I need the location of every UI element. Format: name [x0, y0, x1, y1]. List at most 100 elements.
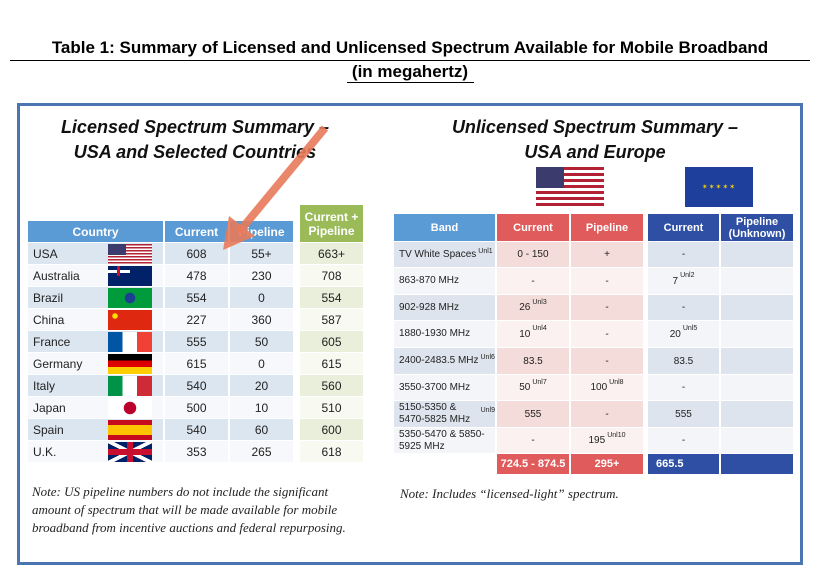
current-value-text: 478 [186, 268, 207, 283]
us-current-value: 83.5 [497, 348, 569, 374]
total-value-text: 600 [321, 422, 342, 437]
header-eu-current: Current [648, 214, 719, 241]
fr-flag-icon [108, 332, 152, 352]
header-eu-pipeline-text: Pipeline (Unknown) [728, 215, 786, 240]
us-current-value-text: 26 [519, 302, 531, 313]
pipeline-value: 230 [230, 265, 293, 286]
pipeline-value: 0 [230, 287, 293, 308]
current-value-text: 615 [186, 356, 207, 371]
total-value: 587 [300, 309, 363, 330]
page-title: Table 1: Summary of Licensed and Unlicen… [51, 38, 769, 57]
eu-pipeline-value [721, 321, 793, 347]
title-underline [10, 60, 810, 61]
eu-current-value: - [648, 428, 719, 453]
band-name: TV White Spaces Unl1 [394, 242, 495, 267]
us-pipeline-value: 195 Unl10 [571, 428, 643, 453]
unlicensed-title-line1: Unlicensed Spectrum Summary – [451, 117, 739, 137]
pipeline-value: 50 [230, 331, 293, 352]
footnote-ref: Unl10 [607, 432, 626, 439]
pipeline-value-text: 55+ [251, 246, 272, 261]
band-name: 5150-5350 & 5470-5825 MHz Unl9 [394, 401, 495, 427]
current-value-text: 554 [186, 290, 207, 305]
pipeline-value-text: 0 [258, 356, 265, 371]
eu-current-value-text: 20 [669, 328, 681, 340]
total-value-text: 510 [321, 400, 342, 415]
us-current-value: - [497, 268, 569, 294]
us-pipeline-total: 295+ [571, 454, 643, 474]
pipeline-value-text: 360 [251, 312, 272, 327]
licensed-title: Licensed Spectrum Summary – USA and Selec… [40, 115, 350, 165]
us-flag-icon [108, 244, 152, 264]
us-pipeline-value: - [571, 321, 643, 347]
total-value-text: 587 [321, 312, 342, 327]
us-current-value: - [497, 428, 569, 453]
header-current: Current [165, 221, 228, 242]
band-name-text: 3550-3700 MHz [399, 381, 471, 393]
us-current-value: 555 [497, 401, 569, 427]
current-value: 500 [165, 397, 228, 418]
eu-pipeline-value [721, 242, 793, 267]
header-eu-current-text: Current [663, 221, 704, 234]
total-value: 708 [300, 265, 363, 286]
page-subtitle: (in megahertz) [351, 62, 469, 81]
unlicensed-title-line2: USA and Europe [524, 142, 666, 162]
country-name-text: U.K. [33, 444, 57, 459]
total-value: 663+ [300, 243, 363, 264]
eu-current-value: - [648, 242, 719, 267]
eu-current-value: 7 Unl2 [648, 268, 719, 294]
br-flag-icon [108, 288, 152, 308]
header-current-text: Current [174, 224, 219, 239]
footnote-ref: Unl5 [682, 325, 698, 332]
header-country-text: Country [72, 224, 119, 239]
pipeline-value: 60 [230, 419, 293, 440]
current-value-text: 353 [186, 444, 207, 459]
eu-current-value: - [648, 295, 719, 320]
us-current-total-text: 724.5 - 874.5 [500, 458, 566, 470]
band-name: 5350-5470 & 5850-5925 MHz [394, 428, 495, 453]
pipeline-value-text: 60 [254, 422, 269, 437]
pipeline-value-text: 10 [254, 400, 269, 415]
current-value: 555 [165, 331, 228, 352]
total-value-text: 605 [321, 334, 342, 349]
unlicensed-note: Note: Includes “licensed-light” spectrum… [400, 486, 619, 501]
pipeline-value-text: 50 [254, 334, 269, 349]
total-value-text: 560 [321, 378, 342, 393]
country-name-text: Italy [33, 378, 56, 393]
current-value: 227 [165, 309, 228, 330]
us-pipeline-value: 100 Unl8 [571, 375, 643, 400]
band-name: 863-870 MHz [394, 268, 495, 294]
current-value: 615 [165, 353, 228, 374]
footnote-ref: Unl6 [480, 354, 495, 361]
country-name-text: Australia [33, 268, 80, 283]
us-pipeline-value-text: - [605, 302, 609, 313]
eu-current-value: 83.5 [648, 348, 719, 374]
band-name-text: 1880-1930 MHz [399, 328, 471, 339]
country-name-text: Japan [33, 400, 66, 415]
us-pipeline-value-text: - [605, 328, 609, 340]
pipeline-value: 0 [230, 353, 293, 374]
eu-current-value: - [648, 375, 719, 400]
it-flag-icon [108, 376, 152, 396]
us-current-value-text: - [531, 275, 535, 287]
country-name-text: USA [33, 246, 58, 261]
band-name: 902-928 MHz [394, 295, 495, 320]
total-value: 618 [300, 441, 363, 462]
us-pipeline-value: - [571, 295, 643, 320]
eu-current-value-text: - [681, 435, 686, 446]
current-value: 478 [165, 265, 228, 286]
header-current-plus-pipeline-text: Current + Pipeline [304, 209, 359, 238]
au-flag-icon [108, 266, 152, 286]
footnote-ref: Unl4 [532, 325, 547, 332]
total-value: 615 [300, 353, 363, 374]
us-pipeline-value-text: + [604, 249, 610, 260]
header-band: Band [394, 214, 495, 241]
header-current-plus-pipeline: Current + Pipeline [300, 205, 363, 242]
licensed-title-line2: USA and Selected Countries [73, 142, 317, 162]
uk-flag-icon [108, 442, 152, 462]
us-pipeline-total-text: 295+ [594, 458, 620, 470]
us-current-value: 50 Unl7 [497, 375, 569, 400]
us-pipeline-value-text: 100 [590, 382, 608, 393]
jp-flag-icon [108, 398, 152, 418]
eu-current-value-text: 555 [675, 408, 692, 420]
footnote-ref: Unl7 [532, 379, 547, 386]
